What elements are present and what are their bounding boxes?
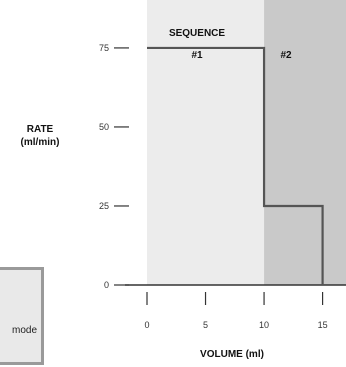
region-2 — [264, 0, 346, 285]
x-tick-label: 0 — [144, 320, 149, 330]
y-tick-label: 0 — [104, 280, 109, 290]
rate-step-line — [147, 46, 324, 285]
region-1-label-line2: #1 — [191, 50, 203, 61]
mode-label: mode — [11, 325, 37, 336]
sequence-labels: SEQUENCE #1 #2 — [169, 28, 292, 61]
series — [147, 46, 324, 285]
x-ticks: 0 5 10 15 — [144, 292, 328, 330]
x-tick-label: 10 — [259, 320, 269, 330]
x-tick-label: 15 — [318, 320, 328, 330]
y-axis-title-line1: RATE — [27, 124, 54, 135]
region-1 — [147, 0, 265, 285]
x-tick-label: 5 — [203, 320, 208, 330]
x-axis-title: VOLUME (ml) — [200, 349, 264, 360]
region-2-label-line1: #2 — [280, 50, 292, 61]
y-tick-label: 75 — [99, 43, 109, 53]
y-axis-title-line2: (ml/min) — [21, 137, 60, 148]
sequence-regions — [147, 0, 346, 285]
y-ticks: 0 25 50 75 — [99, 43, 129, 290]
y-tick-label: 25 — [99, 201, 109, 211]
region-1-label-line1: SEQUENCE — [169, 28, 225, 39]
y-tick-label: 50 — [99, 122, 109, 132]
mode-panel: mode — [0, 267, 44, 365]
